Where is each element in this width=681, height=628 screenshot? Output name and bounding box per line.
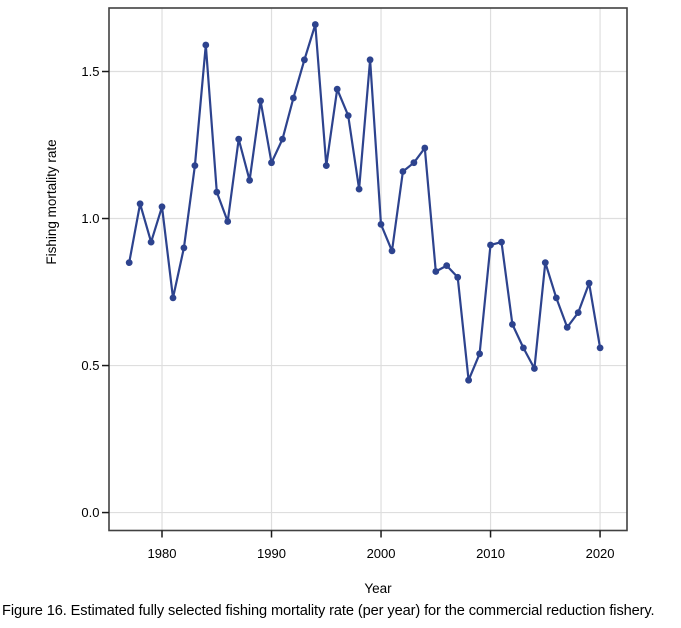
data-point	[410, 159, 418, 167]
data-point	[246, 176, 254, 184]
data-point	[399, 168, 407, 175]
data-point	[125, 259, 133, 266]
data-point	[147, 238, 155, 246]
data-point	[498, 238, 505, 246]
data-point	[322, 162, 330, 170]
y-axis-label: Fishing mortality rate	[44, 139, 59, 264]
data-point	[158, 203, 166, 211]
data-point	[311, 21, 319, 28]
x-tick-label: 2020	[586, 546, 615, 561]
data-point	[355, 185, 363, 193]
y-tick-label: 0.0	[81, 505, 99, 520]
data-point	[180, 244, 188, 252]
data-point	[191, 162, 199, 170]
data-point	[552, 294, 560, 302]
x-tick-label: 1990	[257, 546, 286, 561]
data-point	[257, 97, 264, 105]
data-point	[432, 268, 440, 275]
data-point	[333, 85, 341, 93]
data-point	[136, 200, 144, 208]
data-point	[443, 262, 451, 269]
y-tick-label: 1.0	[81, 211, 99, 226]
data-point	[541, 259, 549, 266]
data-point	[202, 41, 210, 49]
x-axis-label: Year	[364, 581, 392, 596]
data-point	[454, 273, 462, 281]
data-point	[585, 279, 593, 287]
data-point	[224, 218, 232, 225]
plot-border	[108, 7, 628, 532]
data-point	[235, 135, 243, 143]
y-tick-label: 1.5	[81, 64, 99, 79]
data-point	[301, 56, 308, 64]
data-point	[213, 188, 221, 196]
data-point	[487, 241, 494, 249]
data-point	[520, 344, 527, 352]
data-point	[290, 94, 297, 102]
fishing-mortality-line-chart: 1980 1990 2000 2010 2020 0.0 0.5 1.0 1.5 Year Fish…	[44, 7, 628, 596]
figure-caption: Figure 16. Estimated fully selected fish…	[2, 603, 655, 619]
data-point	[574, 309, 582, 316]
data-point	[531, 365, 538, 372]
data-point	[344, 112, 352, 119]
data-point	[268, 159, 275, 167]
data-point	[279, 135, 286, 143]
data-point	[465, 376, 472, 384]
data-point	[509, 321, 516, 328]
data-line	[128, 23, 602, 382]
data-point	[377, 221, 385, 228]
x-tick-label: 2010	[476, 546, 505, 561]
data-point	[476, 350, 483, 358]
data-point	[563, 323, 571, 331]
data-point	[421, 144, 429, 152]
data-point	[366, 56, 374, 64]
y-tick-label: 0.5	[81, 358, 99, 373]
x-tick-label: 2000	[367, 546, 396, 561]
x-tick-label: 1980	[148, 546, 177, 561]
data-point	[388, 247, 396, 255]
data-point	[596, 344, 604, 352]
data-point	[169, 294, 177, 302]
